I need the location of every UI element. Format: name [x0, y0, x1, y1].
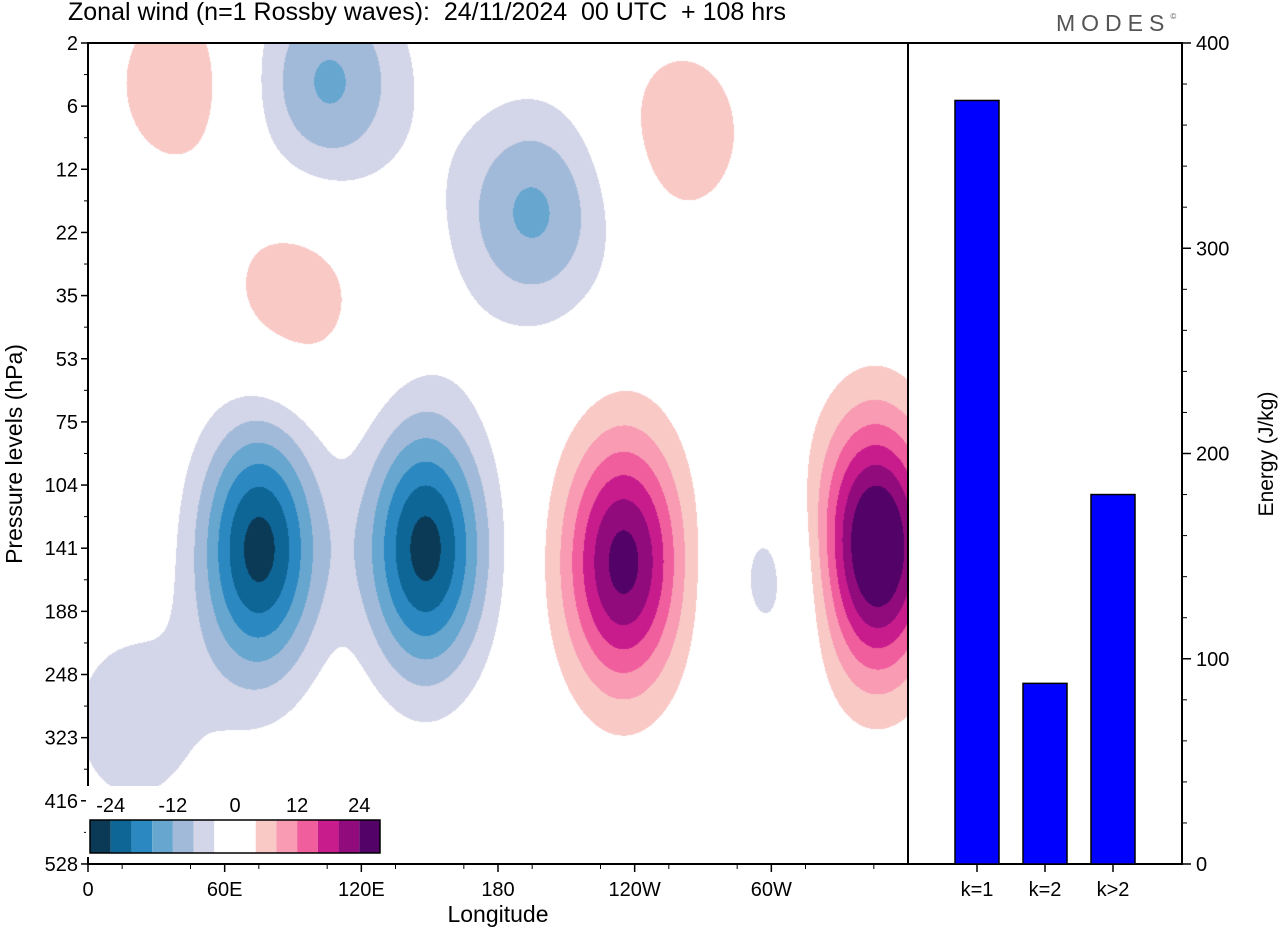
- colorbar-cell: [255, 820, 277, 853]
- colorbar-tick-label: 0: [229, 795, 240, 817]
- y-tick-label: 53: [56, 349, 78, 371]
- energy-axis-title: Energy (J/kg): [1255, 392, 1278, 517]
- x-tick-label: 60W: [751, 879, 792, 901]
- y-tick-label: 75: [56, 412, 78, 434]
- colorbar-cell: [276, 820, 298, 853]
- y-tick-label: 416: [45, 791, 78, 813]
- x-tick-label: 120W: [609, 879, 661, 901]
- chart-title: Zonal wind (n=1 Rossby waves): 24/11/202…: [68, 0, 786, 26]
- colorbar-cell: [131, 820, 153, 853]
- x-tick-label: 180: [481, 879, 514, 901]
- y-tick-label: 35: [56, 286, 78, 308]
- colorbar-cell: [338, 820, 360, 853]
- axis-labels: Longitude Pressure levels (hPa) Energy (J/…: [1, 344, 1278, 927]
- colorbar-tick-label: -24: [96, 795, 125, 817]
- brand-logo: MODES©: [1056, 10, 1176, 37]
- energy-tick-label: 200: [1196, 444, 1229, 466]
- y-tick-label: 248: [45, 665, 78, 687]
- colorbar-cell: [172, 820, 194, 853]
- y-tick-label: 141: [45, 538, 78, 560]
- colorbar-cell: [110, 820, 132, 853]
- brand-name: MODES: [1056, 10, 1171, 36]
- colorbar-cell: [193, 820, 215, 853]
- colorbar-cell: [359, 820, 380, 853]
- colorbar-cell: [214, 820, 256, 853]
- colorbar-cell: [297, 820, 318, 853]
- contour-image: [88, 43, 908, 864]
- colorbar: -24 -12 0 12 24: [86, 786, 384, 857]
- x-tick-label: 0: [82, 879, 93, 901]
- energy-tick-label: 100: [1196, 649, 1229, 671]
- y-axis-title: Pressure levels (hPa): [1, 344, 27, 564]
- x-tick-label: 120E: [338, 879, 385, 901]
- x-tick-label: 60E: [207, 879, 243, 901]
- colorbar-tick-label: 12: [286, 795, 308, 817]
- energy-bar: [1090, 493, 1136, 865]
- bar-category-label: k=1: [961, 879, 994, 901]
- colorbar-cell: [152, 820, 173, 853]
- energy-tick-label: 300: [1196, 238, 1229, 260]
- y-tick-label: 104: [45, 475, 78, 497]
- bar-category-label: k>2: [1097, 879, 1130, 901]
- energy-tick-label: 0: [1196, 854, 1207, 876]
- bar-category-label: k=2: [1029, 879, 1062, 901]
- brand-mark: ©: [1170, 12, 1177, 21]
- y-tick-label: 22: [56, 222, 78, 244]
- y-tick-label: 528: [45, 854, 78, 876]
- energy-bar: [1022, 682, 1068, 865]
- y-tick-label: 323: [45, 728, 78, 750]
- colorbar-cell: [90, 820, 111, 853]
- energy-bars: k=1 k=2 k>2 0 100 200 300 400: [954, 33, 1229, 901]
- energy-bar: [954, 99, 1000, 865]
- x-axis-title: Longitude: [447, 901, 548, 927]
- colorbar-tick-label: 24: [348, 795, 370, 817]
- energy-tick-label: 400: [1196, 33, 1229, 55]
- colorbar-frame: [89, 819, 381, 854]
- y-tick-label: 12: [56, 159, 78, 181]
- colorbar-tick-label: -12: [158, 795, 187, 817]
- colorbar-cell: [317, 820, 339, 853]
- y-tick-label: 188: [45, 601, 78, 623]
- y-tick-label: 6: [67, 96, 78, 118]
- contour-field: [88, 43, 908, 864]
- y-tick-label: 2: [67, 33, 78, 55]
